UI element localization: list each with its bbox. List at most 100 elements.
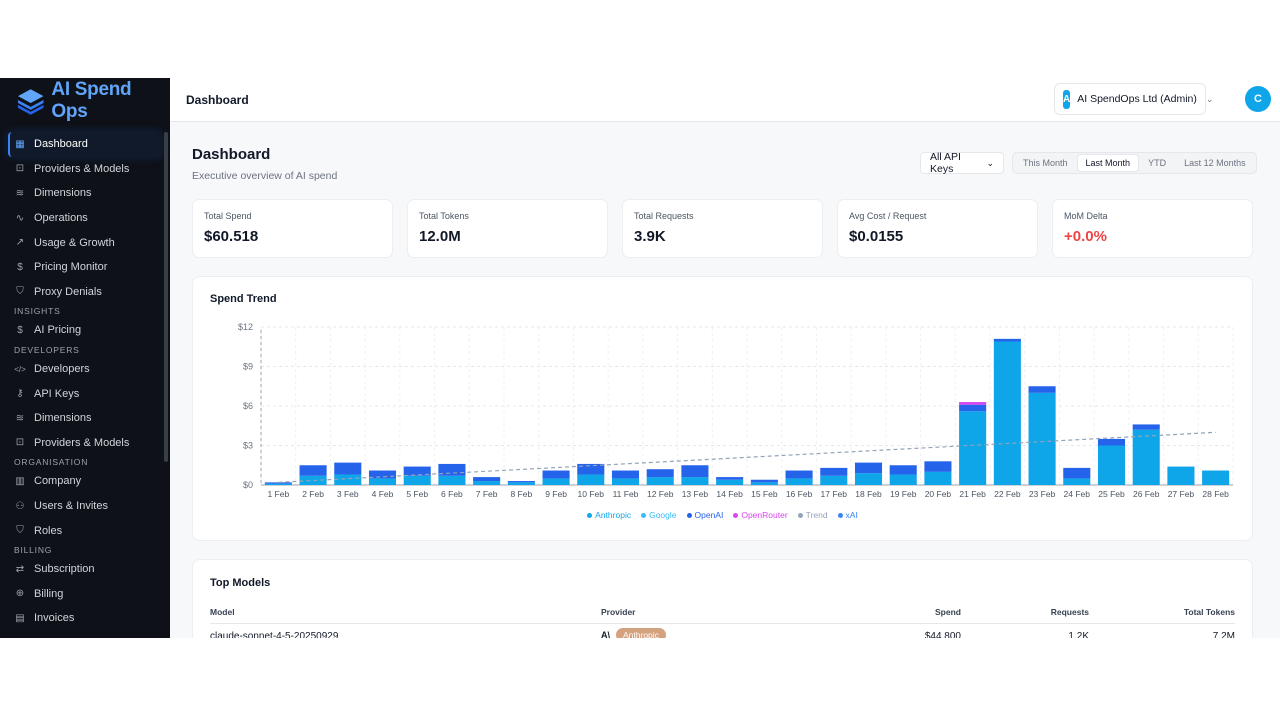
bar-anthropic — [368, 478, 397, 485]
range-this-month[interactable]: This Month — [1023, 158, 1068, 168]
sidebar-item-company[interactable]: ▥ Company — [8, 469, 162, 494]
legend-item-google[interactable]: Google — [641, 510, 677, 520]
table-cell-model: claude-sonnet-4-5-20250929 — [210, 631, 339, 638]
legend-dot — [733, 512, 739, 518]
kpi-value: $0.0155 — [849, 228, 904, 245]
x-tick-label: 6 Feb — [441, 489, 463, 499]
kpi-value: $60.518 — [204, 228, 259, 245]
bar-anthropic — [993, 341, 1021, 485]
bar-openai — [820, 467, 848, 476]
bar-anthropic — [1097, 445, 1126, 485]
user-avatar[interactable]: C — [1245, 86, 1271, 112]
logo-icon — [17, 89, 44, 115]
sidebar-item-label: Providers & Models — [34, 436, 130, 449]
top-models-card: Top Models Model Provider Spend Requests Tot… — [192, 559, 1253, 638]
bar-anthropic — [646, 477, 674, 485]
sidebar-item-pricing-monitor[interactable]: $ Pricing Monitor — [8, 255, 162, 280]
sidebar-item-developers[interactable]: </> Developers — [8, 357, 162, 382]
top-models-title: Top Models — [210, 577, 271, 589]
column-header[interactable]: Model — [210, 607, 235, 617]
org-switcher[interactable]: A AI SpendOps Ltd (Admin) ⌄ — [1054, 83, 1213, 115]
bar-openai — [577, 463, 605, 475]
x-tick-label: 14 Feb — [716, 489, 743, 499]
kpi-value: 3.9K — [634, 228, 666, 245]
sidebar-scrollbar[interactable] — [164, 132, 168, 462]
page-header: Dashboard Executive overview of AI spend — [192, 146, 337, 182]
column-header[interactable]: Spend — [935, 607, 961, 617]
bar-openai — [438, 463, 466, 476]
api-keys-select-value: All API Keys — [930, 151, 961, 175]
app-window: AI Spend Ops ▦ Dashboard ⊡ Providers & Mode… — [0, 78, 1280, 638]
sidebar-nav: ▦ Dashboard ⊡ Providers & Models ≋ Dimensions… — [0, 124, 170, 631]
sidebar-item-proxy-denials[interactable]: ⛉ Proxy Denials — [8, 280, 162, 305]
range-last-12-months[interactable]: Last 12 Months — [1184, 158, 1246, 168]
column-header[interactable]: Requests — [1050, 607, 1089, 617]
column-header[interactable]: Provider — [601, 607, 636, 617]
top-bar: Dashboard A AI SpendOps Ltd (Admin) ⌄ C — [170, 78, 1280, 122]
x-tick-label: 5 Feb — [406, 489, 428, 499]
chip-icon: ⊡ — [15, 437, 25, 449]
legend-item-anthropic[interactable]: Anthropic — [587, 510, 631, 520]
x-tick-label: 15 Feb — [751, 489, 778, 499]
table-divider — [210, 623, 1235, 624]
legend-item-openai[interactable]: OpenAI — [686, 510, 724, 520]
bar-openai — [959, 404, 987, 412]
bar-anthropic — [681, 477, 709, 485]
sidebar-item-users-invites[interactable]: ⚇ Users & Invites — [8, 494, 162, 519]
repeat-icon: ⇄ — [15, 563, 25, 575]
sidebar-section-developers: DEVELOPERS — [14, 344, 80, 355]
x-tick-label: 8 Feb — [510, 489, 532, 499]
legend-item-trend[interactable]: Trend — [797, 510, 828, 520]
bar-anthropic — [403, 475, 431, 485]
sidebar-section-billing: BILLING — [14, 544, 53, 555]
sidebar-item-label: Company — [34, 475, 82, 488]
range-last-month[interactable]: Last Month — [1077, 155, 1139, 171]
sidebar-item-billing[interactable]: ⊕ Billing — [8, 582, 162, 607]
sidebar-item-label: Providers & Models — [34, 162, 130, 175]
sidebar-item-label: Invoices — [34, 612, 75, 625]
bar-openai — [611, 470, 640, 479]
sidebar-item-api-keys[interactable]: ⚷ API Keys — [8, 381, 162, 406]
sidebar-item-dimensions[interactable]: ≋ Dimensions — [8, 406, 162, 431]
bar-openai — [1132, 424, 1160, 430]
bar-anthropic — [1063, 478, 1091, 485]
code-icon: </> — [14, 364, 26, 374]
chart-legend: Anthropic Google OpenAI OpenRouter Trend xAI — [193, 510, 1252, 520]
logo[interactable]: AI Spend Ops — [0, 78, 170, 124]
table-cell-requests: 1.2K — [1068, 631, 1089, 638]
kpi-label: Total Tokens — [419, 211, 469, 221]
x-tick-label: 19 Feb — [890, 489, 917, 499]
sidebar-item-label: Dimensions — [34, 412, 92, 425]
bar-openai — [368, 470, 397, 479]
sidebar-item-dimensions[interactable]: ≋ Dimensions — [8, 181, 162, 206]
y-tick-label: $6 — [243, 401, 253, 411]
sidebar-item-label: Dimensions — [34, 187, 92, 200]
sidebar-item-dashboard[interactable]: ▦ Dashboard — [8, 132, 162, 157]
x-tick-label: 12 Feb — [647, 489, 674, 499]
bar-anthropic — [438, 475, 466, 485]
legend-label: OpenAI — [694, 510, 724, 520]
x-tick-label: 1 Feb — [267, 489, 289, 499]
sidebar-item-providers-models[interactable]: ⊡ Providers & Models — [8, 157, 162, 182]
sidebar-item-providers-models[interactable]: ⊡ Providers & Models — [8, 431, 162, 456]
column-header[interactable]: Total Tokens — [1183, 607, 1235, 617]
table-cell-provider: A\ Anthropic — [601, 628, 666, 638]
bar-openai — [646, 469, 674, 478]
sidebar-item-invoices[interactable]: ▤ Invoices — [8, 606, 162, 631]
sidebar-item-usage-growth[interactable]: ↗ Usage & Growth — [8, 230, 162, 255]
range-ytd[interactable]: YTD — [1148, 158, 1167, 168]
bar-anthropic — [1167, 466, 1195, 485]
sidebar-item-roles[interactable]: ⛉ Roles — [8, 518, 162, 543]
y-tick-label: $0 — [243, 480, 253, 490]
sidebar-item-operations[interactable]: ∿ Operations — [8, 206, 162, 231]
bar-anthropic — [334, 474, 362, 485]
sidebar-item-subscription[interactable]: ⇄ Subscription — [8, 557, 162, 582]
bar-openai — [716, 477, 744, 480]
legend-item-xai[interactable]: xAI — [837, 510, 858, 520]
date-range-toggle: This Month Last Month YTD Last 12 Months — [1012, 152, 1257, 174]
api-keys-select[interactable]: All API Keys ⌄ — [920, 151, 1004, 175]
kpi-row: Total Spend $60.518 Total Tokens 12.0M Total… — [192, 199, 1253, 258]
legend-item-openrouter[interactable]: OpenRouter — [733, 510, 788, 520]
y-tick-label: $12 — [238, 322, 253, 332]
sidebar-item-ai-pricing[interactable]: $ AI Pricing — [8, 318, 162, 343]
